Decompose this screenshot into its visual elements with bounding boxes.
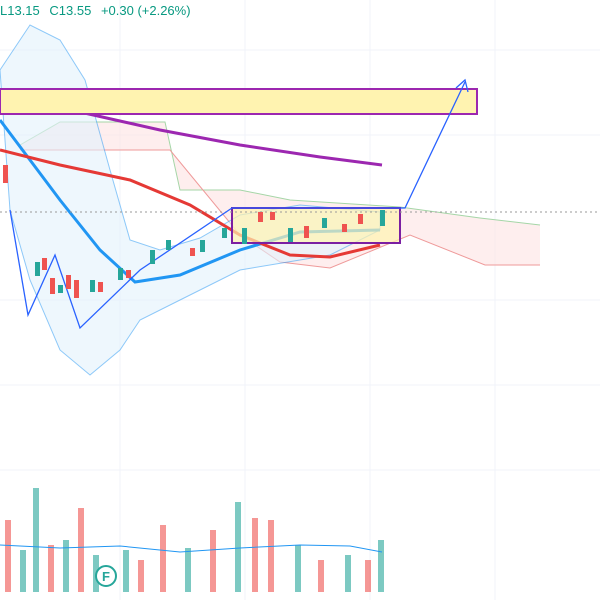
low-value: L13.15 <box>0 3 40 18</box>
ohlc-header: L13.15 C13.55 +0.30 (+2.26%) <box>0 3 197 18</box>
bollinger-band <box>0 24 381 376</box>
resistance-zone <box>0 88 478 115</box>
event-marker[interactable] <box>95 565 117 587</box>
arrow-head <box>455 78 469 93</box>
projection-path <box>9 81 466 330</box>
cloud-edge <box>20 149 540 269</box>
event-marker-label[interactable]: F <box>102 569 110 584</box>
range-box <box>231 207 401 244</box>
volume-bars <box>5 488 384 592</box>
change-value: +0.30 (+2.26%) <box>100 3 191 18</box>
volume-average <box>0 544 383 553</box>
candles <box>3 165 385 298</box>
close-value: C13.55 <box>49 3 92 18</box>
cloud <box>20 122 540 268</box>
